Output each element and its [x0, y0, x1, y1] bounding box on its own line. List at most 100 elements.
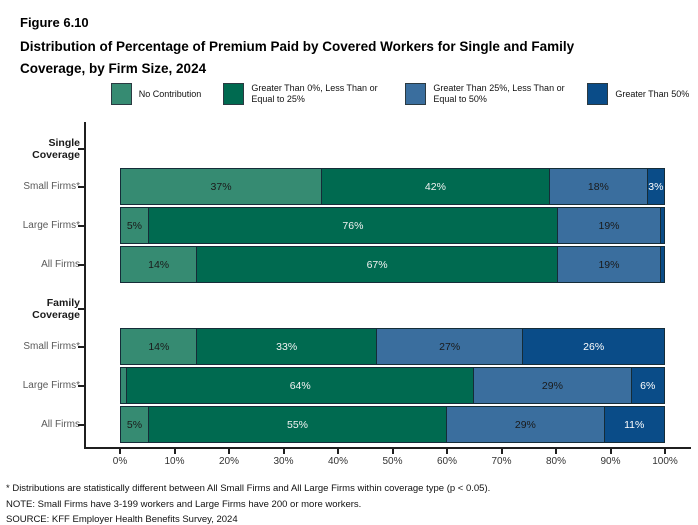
y-axis-tick	[78, 185, 85, 188]
legend-swatch-icon	[110, 83, 132, 105]
row-label: All Firms	[41, 418, 80, 430]
legend-swatch-icon	[587, 83, 609, 105]
bar-value-label: 67%	[366, 258, 388, 271]
bar-value-label: 27%	[439, 340, 461, 353]
x-axis-tick	[664, 449, 666, 454]
bar-value-label: 29%	[541, 379, 563, 392]
bar-segment: 27%	[375, 328, 524, 365]
x-axis-tick-label: 40%	[327, 456, 348, 467]
legend-item-1: Greater Than 0%, Less Than or Equal to 2…	[223, 83, 383, 105]
chart-area: Single Coverage Small Firms* 37% 42% 18% 3% La…	[0, 122, 698, 474]
y-axis-tick	[78, 263, 85, 266]
group-label-1: Family Coverage	[32, 297, 80, 321]
bar-segment: 76%	[147, 207, 559, 244]
bar-value-label: 37%	[210, 180, 232, 193]
bar-value-label: 18%	[587, 180, 609, 193]
bar-segment: 29%	[445, 406, 605, 443]
figure-label: Figure 6.10	[20, 15, 89, 30]
legend-label: Greater Than 25%, Less Than or Equal to …	[433, 83, 565, 104]
x-axis-tick	[446, 449, 448, 454]
bar-segment: 26%	[522, 328, 665, 365]
footnote-note: NOTE: Small Firms have 3-199 workers and…	[6, 498, 362, 510]
bar-row-0-0: 37% 42% 18% 3%	[120, 168, 665, 205]
bar-segment: 42%	[320, 168, 550, 205]
row-label: Small Firms*	[23, 180, 80, 192]
x-axis-line	[84, 447, 691, 449]
legend-label: No Contribution	[138, 88, 202, 99]
legend-item-3: Greater Than 50%	[587, 83, 689, 105]
bar-segment	[659, 207, 665, 244]
bar-value-label: 14%	[148, 258, 170, 271]
bar-value-label: 76%	[342, 219, 364, 232]
bar-segment: 5%	[120, 207, 149, 244]
y-axis-line	[84, 122, 86, 449]
bar-value-label: 29%	[514, 418, 536, 431]
y-axis-tick	[78, 308, 85, 310]
x-axis-tick-label: 60%	[436, 456, 457, 467]
bar-segment: 67%	[195, 246, 559, 283]
row-label: Small Firms*	[23, 340, 80, 352]
bar-row-0-2: 14% 67% 19%	[120, 246, 665, 283]
bar-segment: 33%	[196, 328, 377, 365]
bar-value-label: 33%	[276, 340, 298, 353]
x-axis-tick-label: 70%	[491, 456, 512, 467]
bar-segment: 19%	[556, 246, 662, 283]
bar-segment: 18%	[548, 168, 649, 205]
x-axis-tick	[500, 449, 503, 454]
chart-header: Figure 6.10 Distribution of Percentage o…	[20, 14, 680, 80]
x-axis-tick-label: 0%	[112, 456, 128, 467]
bar-value-label: 3%	[648, 180, 664, 193]
bar-value-label: 6%	[640, 379, 656, 392]
bar-segment: 37%	[120, 168, 323, 205]
y-axis-tick	[78, 148, 85, 150]
bar-value-label: 19%	[598, 258, 620, 271]
row-label: Large Firms*	[22, 379, 80, 391]
bar-value-label: 14%	[148, 340, 170, 353]
bar-row-1-1: 64% 29% 6%	[120, 367, 665, 404]
footnote-source: SOURCE: KFF Employer Health Benefits Sur…	[6, 514, 238, 525]
bar-value-label: 11%	[624, 418, 645, 431]
x-axis-tick-label: 50%	[382, 456, 403, 467]
row-label: All Firms	[41, 258, 80, 270]
x-axis-tick	[282, 449, 285, 454]
bar-value-label: 64%	[289, 379, 311, 392]
x-axis-tick-label: 10%	[164, 456, 185, 467]
bar-segment: 5%	[120, 406, 150, 443]
x-axis-tick	[119, 449, 121, 454]
legend-item-0: No Contribution	[110, 83, 202, 105]
legend-swatch-icon	[223, 83, 245, 105]
figure-title: Distribution of Percentage of Premium Pa…	[20, 39, 575, 76]
bar-segment: 29%	[472, 367, 632, 404]
bar-value-label: 19%	[598, 219, 620, 232]
bar-segment: 64%	[126, 367, 475, 404]
x-axis-tick	[173, 449, 176, 454]
bar-segment: 19%	[556, 207, 662, 244]
x-axis-tick	[609, 449, 612, 454]
y-axis-tick	[78, 423, 85, 426]
row-label: Large Firms*	[22, 219, 80, 231]
bar-value-label: 55%	[286, 418, 308, 431]
bar-segment: 14%	[120, 328, 198, 365]
x-axis-tick-label: 90%	[600, 456, 621, 467]
x-axis-tick-label: 20%	[218, 456, 239, 467]
x-axis-tick	[391, 449, 394, 454]
bar-row-1-2: 5% 55% 29% 11%	[120, 406, 665, 443]
chart-legend: No Contribution Greater Than 0%, Less Tha…	[110, 83, 690, 105]
bar-value-label: 26%	[583, 340, 605, 353]
bar-segment: 3%	[646, 168, 665, 205]
y-axis-tick	[78, 224, 85, 227]
bar-segment	[659, 246, 665, 283]
group-label-0: Single Coverage	[32, 137, 80, 161]
bar-segment: 11%	[603, 406, 665, 443]
y-axis-tick	[78, 345, 85, 348]
legend-item-2: Greater Than 25%, Less Than or Equal to …	[405, 83, 565, 105]
bar-segment: 6%	[630, 367, 665, 404]
y-axis-tick	[78, 384, 85, 387]
legend-swatch-icon	[405, 83, 427, 105]
x-axis-tick	[337, 449, 339, 454]
legend-label: Greater Than 0%, Less Than or Equal to 2…	[251, 83, 378, 104]
x-axis-tick	[555, 449, 557, 454]
bar-row-1-0: 14% 33% 27% 26%	[120, 328, 665, 365]
x-axis-tick	[228, 449, 230, 454]
